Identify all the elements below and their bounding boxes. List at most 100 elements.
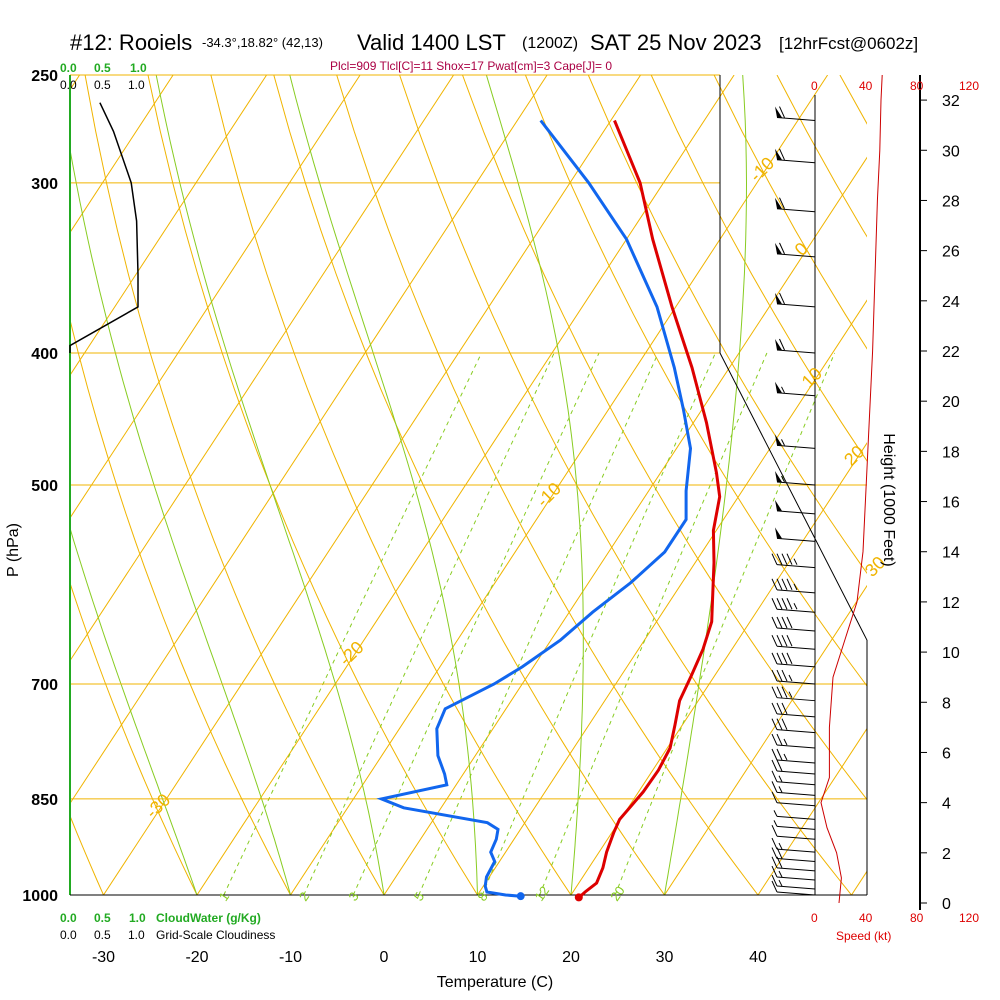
wind-barb-full [781, 686, 788, 698]
wind-barb [771, 865, 816, 881]
dry-adiabat-line [70, 581, 198, 895]
wind-barb [773, 820, 816, 830]
cloudiness-tick-top-2: 1.0 [128, 78, 145, 92]
wind-barb-full [776, 759, 783, 772]
wind-barb-flag [775, 339, 782, 351]
chart-title-forecast: [12hrFcst@0602z] [779, 34, 918, 53]
wind-barb-staff [776, 159, 816, 164]
y-axis-label: P (hPa) [5, 523, 22, 577]
wind-barb-full [776, 635, 783, 647]
wind-barb [775, 148, 816, 164]
height-tick-label: 26 [942, 244, 960, 261]
wind-barb [771, 553, 816, 569]
dry-adiabat-line [70, 317, 291, 895]
wind-barb-full [771, 865, 778, 878]
wind-barb-full [776, 553, 783, 565]
wind-barb-full [771, 598, 778, 610]
wind-barb-full [771, 616, 778, 629]
wind-barb-full [781, 553, 788, 565]
height-tick-label: 4 [942, 796, 951, 813]
wind-barb-staff [776, 848, 816, 853]
wind-barb [771, 837, 816, 853]
wind-barb [771, 686, 816, 702]
pressure-tick-label: 400 [31, 346, 58, 363]
height-tick-label: 30 [942, 143, 960, 160]
wind-barb-full [771, 702, 778, 715]
wind-barb-full [771, 748, 778, 761]
mixing-ratio-line [539, 352, 768, 895]
speed-tick-top-1: 40 [859, 79, 873, 93]
height-axis-label: Height (1000 Feet) [880, 433, 897, 566]
dry-adiabat-line [587, 75, 867, 574]
wind-barb-flag [775, 106, 782, 118]
wind-barb-full [781, 702, 788, 715]
wind-barb-flag [775, 434, 782, 446]
cloudiness-tick-top-1: 0.5 [94, 78, 111, 92]
dry-adiabat-line [0, 75, 10, 895]
wind-barb-flag [775, 242, 782, 254]
wind-barb-full [781, 652, 788, 665]
mixing-ratio-line [481, 352, 716, 895]
wind-barb-staff [776, 885, 816, 890]
wind-barb-staff [776, 876, 816, 881]
wind-barb [771, 578, 816, 594]
dewpoint-line [376, 119, 693, 898]
wind-barb-staff [776, 697, 816, 702]
chart-title-station: #12: Rooiels [70, 30, 192, 55]
wind-barb-half [778, 879, 783, 887]
wind-barb-full [781, 669, 788, 682]
wind-barb-staff [776, 713, 816, 718]
plot-frame [69, 75, 921, 910]
wind-barb-full [779, 106, 785, 118]
surface-temperature-marker [574, 893, 583, 902]
temperature-tick-label: 0 [380, 949, 389, 966]
wind-barb-flag [775, 527, 782, 539]
pressure-tick-label: 850 [31, 792, 58, 809]
speed-tick-bottom-1: 40 [859, 911, 873, 925]
wind-barb-flag [775, 381, 782, 393]
pressure-tick-label: 1000 [22, 888, 58, 905]
wind-barb-full [779, 338, 785, 351]
wind-barb-full [781, 635, 788, 647]
moist-adiabat-line [485, 75, 584, 895]
cloudwater-tick-bottom-0: 0.0 [60, 911, 77, 925]
cloudwater-tick-top-2: 1.0 [130, 61, 147, 75]
wind-barb-full [781, 616, 788, 629]
speed-axis-label: Speed (kt) [836, 929, 891, 943]
dry-adiabat-line [273, 75, 665, 895]
dry-adiabat-line [462, 75, 867, 801]
cloudiness-tick-bottom-1: 0.5 [94, 928, 111, 942]
wind-barb-full [786, 578, 793, 591]
dry-adiabat-line [147, 75, 478, 895]
wind-barb-staff [776, 835, 816, 840]
wind-barb-full [771, 578, 778, 591]
speed-tick-top-3: 120 [959, 79, 979, 93]
wind-barb [771, 781, 816, 796]
wind-barb-staff [776, 770, 816, 775]
surface-dewpoint-marker [516, 892, 525, 901]
moist-adiabat-line [664, 75, 748, 895]
wind-barb [771, 652, 816, 668]
wind-barb-half [778, 870, 783, 878]
wind-barb-full [776, 686, 783, 698]
wind-barb-full [771, 652, 778, 665]
wind-barb-full [771, 856, 778, 869]
wind-barb-full [771, 686, 778, 698]
speed-tick-top-2: 80 [910, 79, 924, 93]
wind-barb [771, 825, 816, 840]
height-tick-label: 16 [942, 495, 960, 512]
wind-barb-staff [776, 392, 816, 397]
wind-barb-staff [776, 729, 816, 734]
wind-barb-half [793, 603, 798, 610]
wind-barb-half [793, 583, 798, 591]
mixing-ratio-label: 20 [607, 883, 628, 903]
stability-indices: Plcl=909 Tlcl[C]=11 Shox=17 Pwat[cm]=3 C… [330, 59, 612, 73]
wind-barb-half [783, 753, 788, 761]
wind-barb-half [778, 842, 783, 850]
temperature-line [577, 119, 722, 900]
isotherm-line [70, 75, 174, 234]
wind-barb-flag [775, 499, 782, 511]
wind-barb-flag [775, 197, 782, 209]
wind-barb [775, 499, 816, 515]
